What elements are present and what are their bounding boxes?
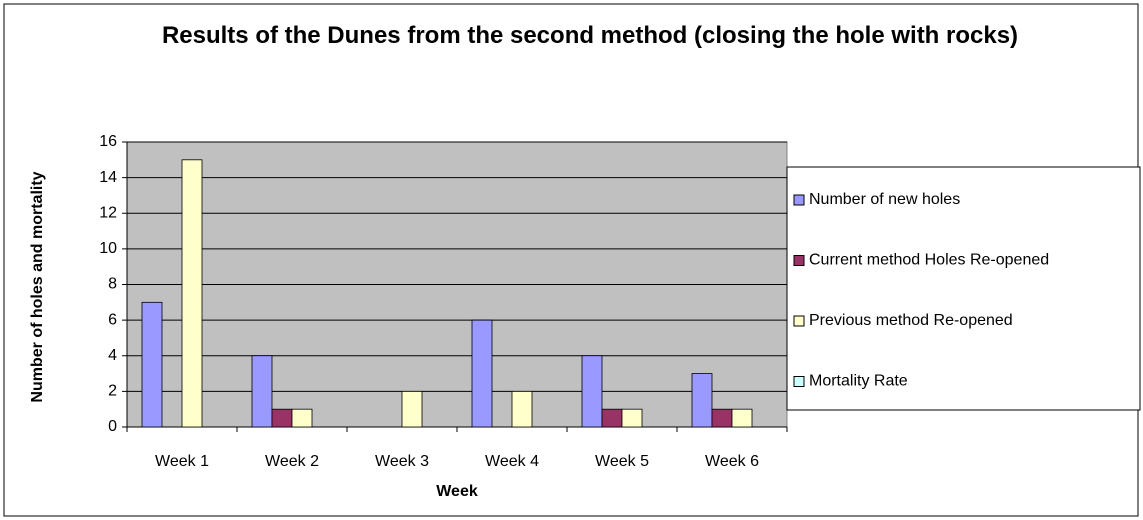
legend-label: Mortality Rate [809,373,908,390]
x-tick-label: Week 1 [155,453,209,470]
x-tick-label: Week 3 [375,453,429,470]
title-box: Results of the Dunes from the second met… [161,22,1019,49]
bar [141,301,163,428]
bar [471,319,493,428]
bar [511,390,533,428]
bar [601,408,623,428]
y-label-box: Number of holes and mortality [29,171,46,403]
y-tick-label: 8 [108,276,117,293]
legend-swatch [793,255,805,266]
y-tick-label: 12 [99,204,117,221]
x-tick-label: Week 5 [595,453,649,470]
bar [731,408,753,428]
bar [621,408,643,428]
chart-title: Results of the Dunes from the second met… [161,22,1019,49]
bar [711,408,733,428]
bar [271,408,293,428]
y-tick-label: 16 [99,133,117,150]
bar [401,390,423,428]
x-tick-label: Week 4 [485,453,539,470]
y-tick-label: 10 [99,240,117,257]
bar [251,355,273,428]
legend-label: Previous method Re-opened [809,312,1013,329]
x-tick-label: Week 2 [265,453,319,470]
x-axis-label: Week [436,483,478,500]
bar [691,373,713,428]
legend-label: Number of new holes [809,191,960,208]
y-tick-label: 6 [108,311,117,328]
legend-box [786,166,1141,411]
legend-swatch [793,315,805,327]
y-tick-label: 14 [99,169,117,186]
legend-swatch [793,376,805,387]
bar [581,355,603,428]
x-tick-label: Week 6 [705,453,759,470]
y-tick-label: 0 [108,418,117,435]
y-axis-label: Number of holes and mortality [29,171,46,403]
legend-swatch [793,194,805,206]
bar [181,159,203,428]
y-tick-label: 4 [108,347,117,364]
y-tick-label: 2 [108,383,117,400]
legend-label: Current method Holes Re-opened [809,252,1049,269]
bar [291,408,313,428]
